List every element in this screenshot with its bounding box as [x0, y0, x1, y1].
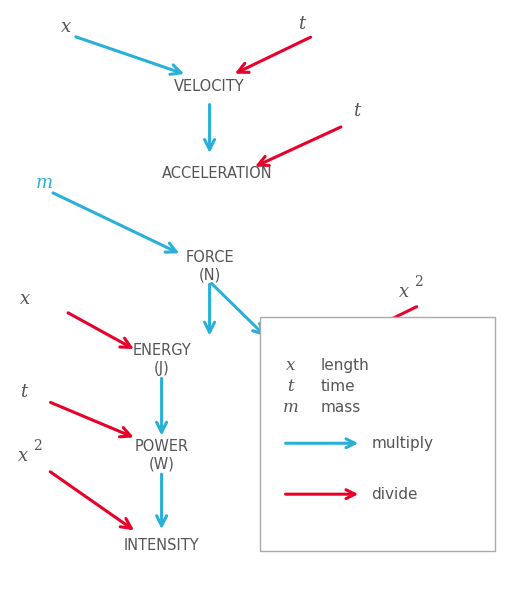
Text: ENERGY
(J): ENERGY (J) — [132, 343, 191, 376]
Text: x: x — [61, 18, 71, 36]
Text: length: length — [321, 358, 370, 373]
Text: t: t — [20, 383, 27, 401]
Text: t: t — [298, 15, 305, 33]
Text: FORCE
(N): FORCE (N) — [185, 250, 234, 283]
Text: x: x — [399, 283, 409, 301]
Text: 2: 2 — [414, 274, 423, 289]
Text: mass: mass — [321, 400, 361, 415]
Text: t: t — [354, 102, 361, 120]
Text: m: m — [35, 174, 53, 192]
Text: time: time — [321, 379, 356, 394]
Text: x: x — [18, 447, 28, 465]
Text: multiply: multiply — [371, 435, 433, 451]
Text: VELOCITY: VELOCITY — [174, 79, 245, 95]
Text: INTENSITY: INTENSITY — [124, 537, 199, 553]
Text: ACCELERATION: ACCELERATION — [162, 166, 273, 181]
Text: POWER
(W): POWER (W) — [134, 439, 189, 471]
FancyBboxPatch shape — [260, 317, 495, 551]
Text: 2: 2 — [33, 438, 41, 453]
Text: t: t — [287, 378, 294, 395]
Text: divide: divide — [371, 486, 418, 502]
Text: x: x — [286, 357, 295, 374]
Text: m: m — [282, 399, 298, 416]
Text: x: x — [20, 291, 30, 308]
Text: PRESSURE
(Pa): PRESSURE (Pa) — [260, 343, 336, 376]
